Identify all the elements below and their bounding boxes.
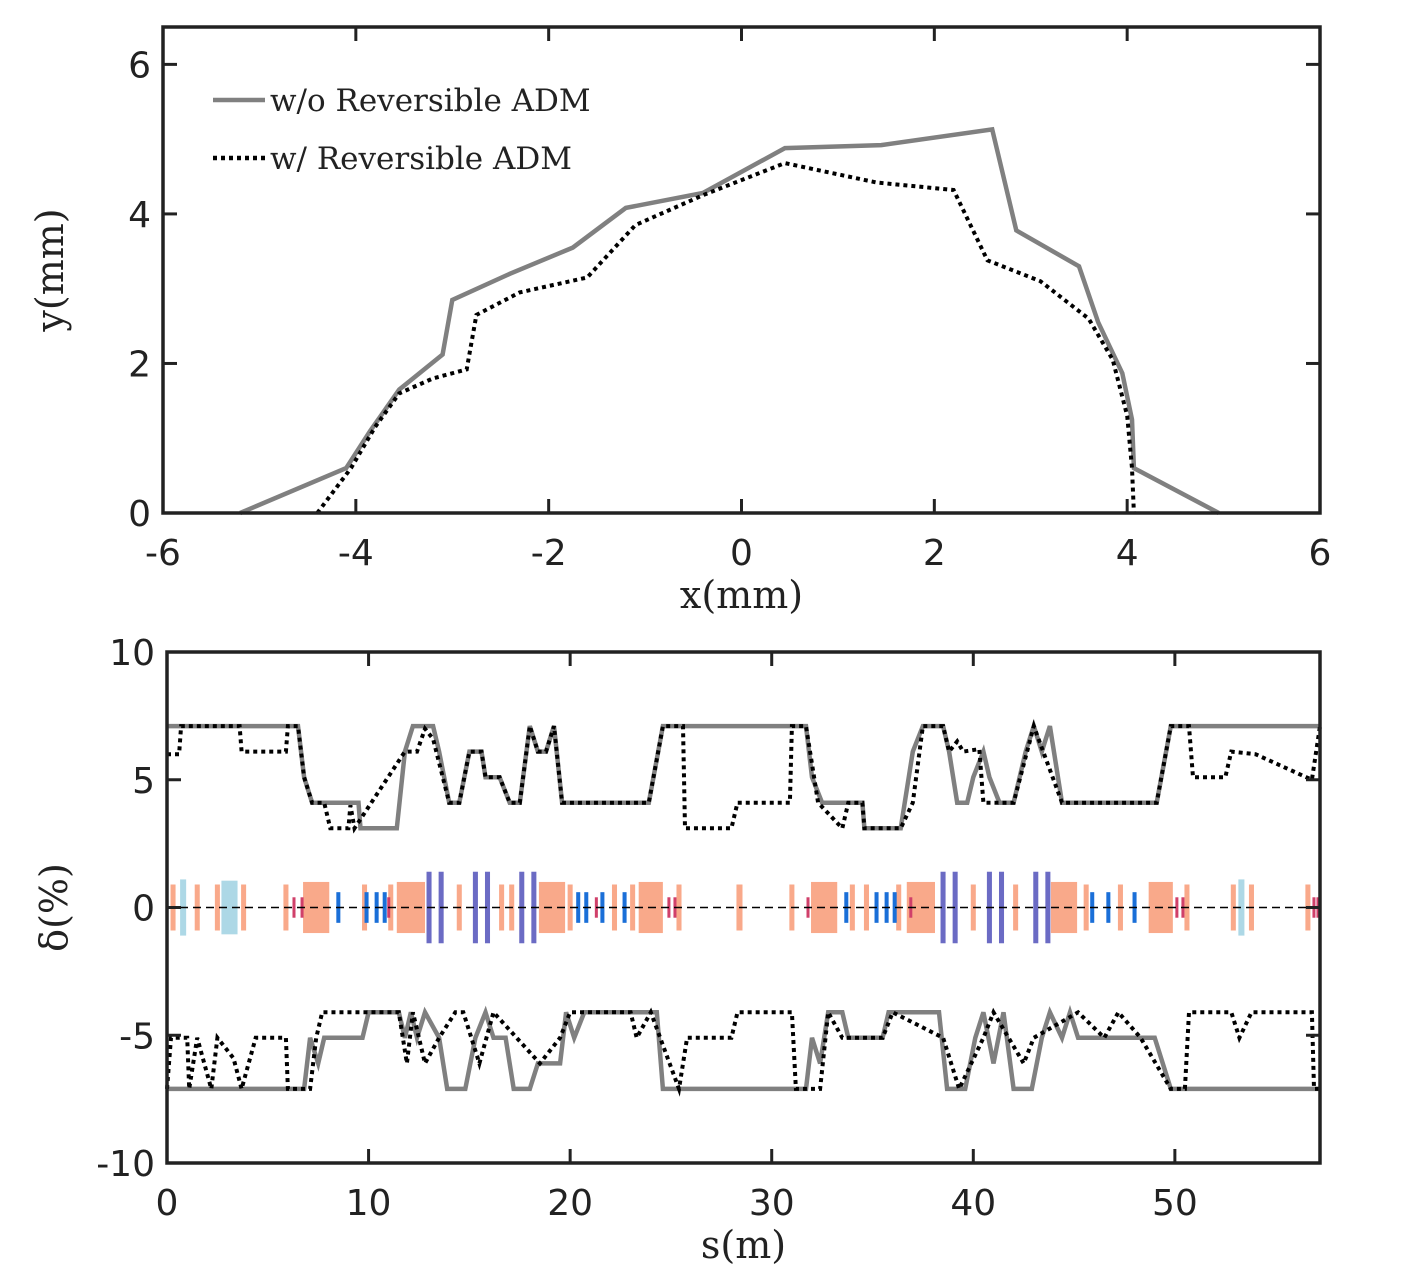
x-tick-label: 6 [1309,533,1332,574]
lattice-element [499,884,505,931]
lattice-element [241,884,247,931]
x-axis-label: x(mm) [680,573,803,617]
legend-label: w/ Reversible ADM [270,141,572,177]
x-tick-label: -4 [338,533,374,574]
legend-label: w/o Reversible ADM [270,83,591,119]
x-tick-label: 40 [950,1183,996,1224]
lattice-element [382,892,387,923]
x-tick-label: 50 [1152,1183,1198,1224]
y-tick-label: 4 [128,195,151,236]
lattice-element [214,884,220,931]
lattice-element [892,892,897,923]
y-axis-label: y(mm) [28,208,72,332]
x-tick-label: -6 [145,533,181,574]
x-axis-label: s(m) [701,1223,786,1267]
lattice-element [1175,897,1179,918]
lattice-element [940,871,946,944]
lattice-element [221,880,238,935]
lattice-element [630,884,636,931]
lattice-element [1045,871,1051,944]
series-line [167,1004,1320,1092]
lattice-element [1033,871,1039,944]
series-line [239,126,1220,516]
x-tick-label: -2 [531,533,567,574]
lattice-element [292,897,296,918]
x-tick-label: 0 [156,1183,179,1224]
series-line [167,719,1322,834]
x-tick-label: 0 [730,533,753,574]
lattice-element [863,884,869,931]
lattice-element [484,871,491,944]
y-tick-label: 10 [109,633,155,674]
x-tick-label: 2 [923,533,946,574]
y-tick-label: 5 [132,761,155,802]
y-tick-label: -5 [119,1016,155,1057]
lattice-element [472,871,478,944]
y-tick-label: 0 [128,494,151,535]
y-tick-label: 0 [132,889,155,930]
y-axis-label: δ(%) [32,863,76,952]
lattice-element [849,884,855,931]
series-line [165,1005,1320,1097]
x-tick-label: 20 [547,1183,593,1224]
lattice-element [952,871,958,944]
lattice-element [1238,879,1245,936]
y-tick-label: -10 [96,1144,155,1185]
series-line [167,718,1320,831]
lattice-element [1083,884,1089,931]
y-tick-label: 2 [128,344,151,385]
x-tick-label: 30 [749,1183,795,1224]
y-tick-label: 6 [128,45,151,86]
lattice-element [576,892,581,923]
x-tick-label: 4 [1116,533,1139,574]
x-tick-label: 10 [346,1183,392,1224]
